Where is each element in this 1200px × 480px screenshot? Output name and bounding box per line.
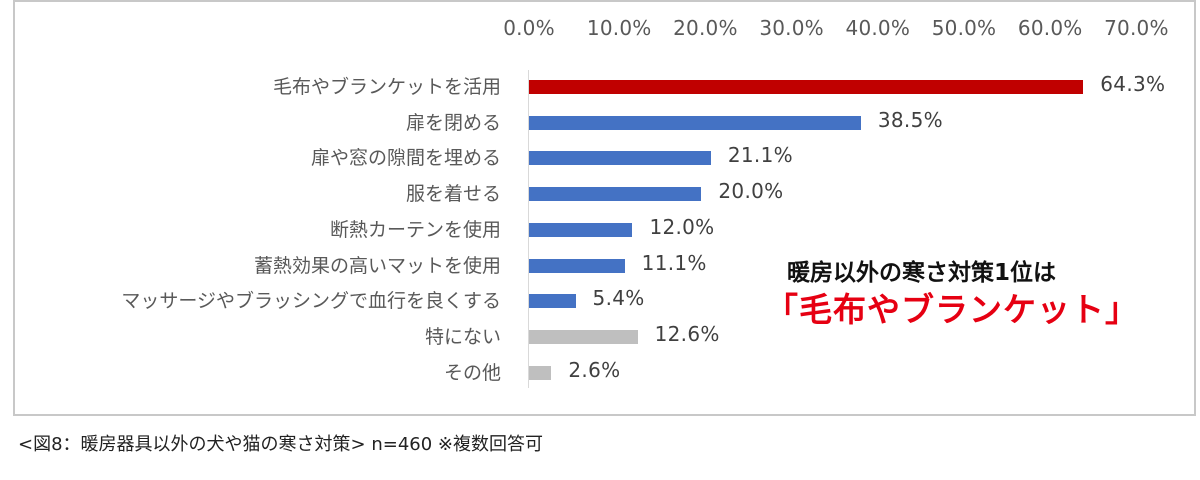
x-tick-label: 10.0%	[586, 16, 652, 40]
callout-highlight: 「毛布やブランケット」	[765, 290, 1139, 329]
category-label: 断熱カーテンを使用	[329, 218, 501, 241]
y-axis-line	[528, 70, 529, 388]
category-label: その他	[443, 361, 501, 384]
x-tick-label: 70.0%	[1104, 16, 1169, 40]
value-label: 2.6%	[568, 357, 621, 382]
bar	[529, 222, 633, 237]
category-label: 扉を閉める	[405, 111, 501, 134]
category-label: 服を着せる	[405, 183, 501, 206]
value-label: 38.5%	[877, 107, 943, 132]
value-label: 21.1%	[727, 143, 793, 168]
value-label: 11.1%	[641, 250, 707, 275]
bar	[529, 187, 702, 202]
value-label: 20.0%	[718, 179, 784, 204]
category-label: 毛布やブランケットを活用	[272, 76, 501, 98]
x-tick-label: 40.0%	[845, 16, 911, 40]
value-label: 5.4%	[592, 286, 645, 311]
bar	[529, 80, 1084, 94]
x-tick-label: 50.0%	[931, 16, 997, 40]
x-tick-label: 30.0%	[759, 16, 824, 40]
bar	[529, 294, 576, 309]
x-tick-label: 60.0%	[1017, 16, 1083, 40]
category-label: 特にない	[424, 325, 501, 348]
figure-caption: <図8：暖房器具以外の犬や猫の寒さ対策> n=460 ※複数回答可	[18, 434, 543, 455]
category-label: 蓄熱効果の高いマットを使用	[253, 254, 501, 277]
category-label: 扉や窓の隙間を埋める	[310, 147, 501, 170]
bar	[529, 115, 861, 130]
bar	[529, 365, 552, 380]
value-label: 12.6%	[654, 321, 720, 346]
category-label: マッサージやブラッシングで血行を良くする	[121, 290, 501, 313]
x-tick-label: 0.0%	[503, 16, 555, 40]
x-tick-label: 20.0%	[673, 16, 738, 40]
bar	[529, 258, 625, 273]
bar	[529, 329, 638, 344]
value-label: 12.0%	[649, 214, 715, 239]
callout-headline: 暖房以外の寒さ対策1位は	[787, 260, 1057, 286]
bar	[529, 151, 711, 166]
value-label: 64.3%	[1100, 72, 1166, 96]
chart-frame	[13, 0, 1196, 416]
